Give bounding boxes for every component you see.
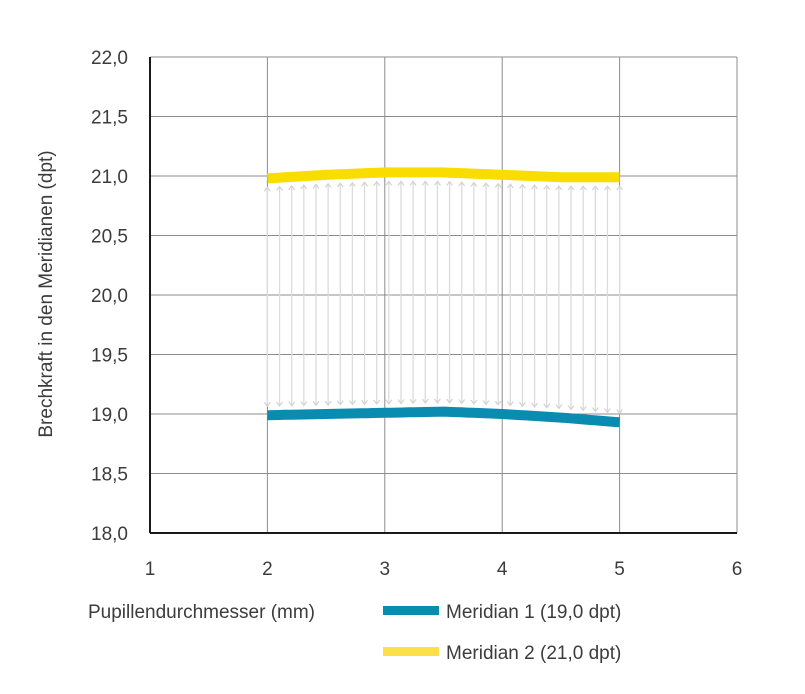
series-line-meridian-1 bbox=[267, 406, 620, 428]
legend-label-meridian-2: Meridian 2 (21,0 dpt) bbox=[446, 643, 621, 664]
x-axis-title: Pupillendurchmesser (mm) bbox=[88, 602, 315, 623]
legend: Meridian 1 (19,0 dpt) Meridian 2 (21,0 d… bbox=[383, 602, 621, 664]
x-tick-label: 3 bbox=[380, 559, 391, 580]
y-tick-label: 20,5 bbox=[91, 227, 128, 248]
y-tick-label: 21,5 bbox=[91, 108, 128, 129]
y-tick-label: 18,5 bbox=[91, 465, 128, 486]
grid bbox=[150, 56, 738, 533]
x-tick-label: 6 bbox=[732, 559, 743, 580]
legend-swatch-meridian-1 bbox=[383, 606, 439, 615]
y-tick-label: 21,0 bbox=[91, 167, 128, 188]
legend-label-meridian-1: Meridian 1 (19,0 dpt) bbox=[446, 602, 621, 623]
x-tick-label: 2 bbox=[262, 559, 273, 580]
legend-swatch-meridian-2 bbox=[383, 647, 439, 656]
y-tick-label: 18,0 bbox=[91, 524, 128, 545]
x-tick-label: 1 bbox=[145, 559, 156, 580]
y-tick-label: 20,0 bbox=[91, 286, 128, 307]
y-axis-title: Brechkraft in den Meridianen (dpt) bbox=[36, 150, 57, 437]
annotation-arrows bbox=[267, 181, 619, 413]
y-tick-label: 19,5 bbox=[91, 346, 128, 367]
y-tick-label: 22,0 bbox=[91, 48, 128, 69]
series-lines bbox=[267, 167, 620, 428]
series-line-meridian-2 bbox=[267, 167, 620, 184]
y-tick-label: 19,0 bbox=[91, 405, 128, 426]
axes bbox=[149, 57, 737, 534]
tick-labels: 18,0 18,5 19,0 19,5 20,0 20,5 21,0 21,5 22,0 1 2 3 4… bbox=[91, 48, 742, 580]
x-tick-label: 4 bbox=[497, 559, 508, 580]
x-tick-label: 5 bbox=[614, 559, 625, 580]
